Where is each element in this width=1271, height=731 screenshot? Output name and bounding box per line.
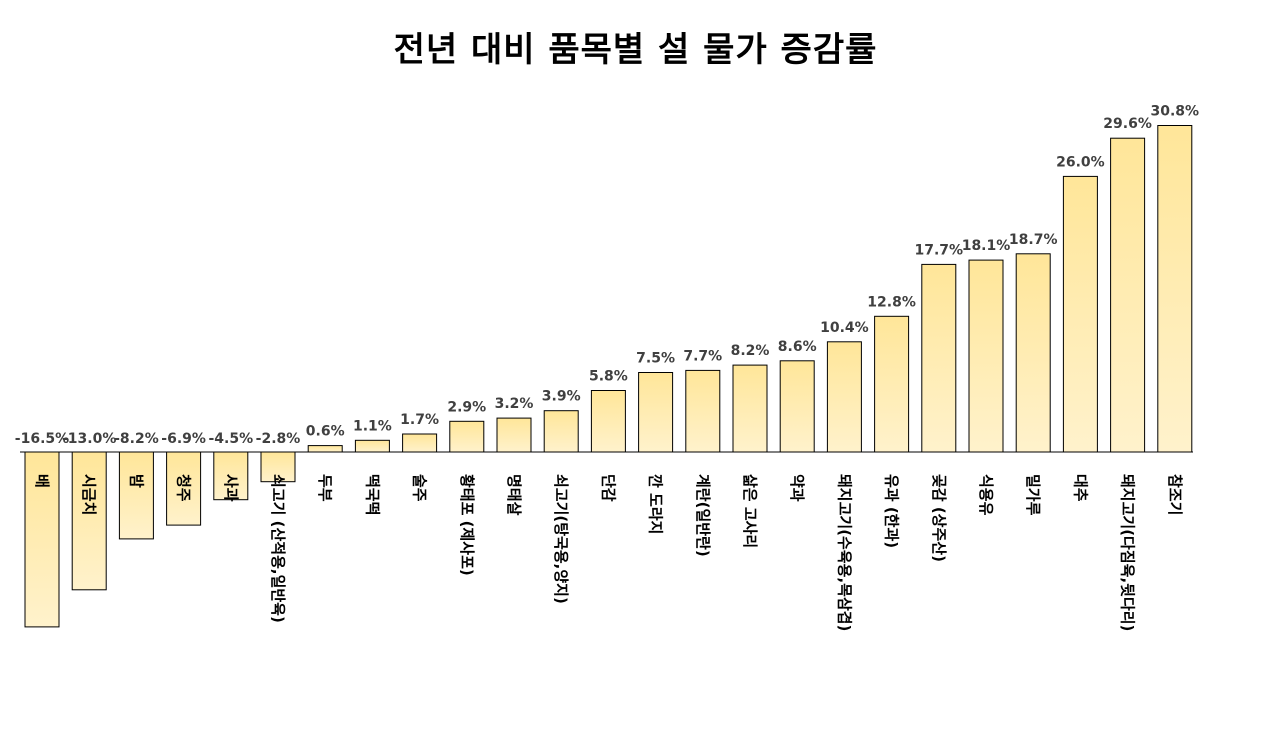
bar (449, 420, 485, 453)
category-label: 곶감 (상주산) (930, 474, 948, 562)
category-label: 참조기 (1166, 474, 1184, 515)
bar (968, 259, 1004, 453)
data-label: 10.4% (820, 320, 869, 336)
data-label: 18.7% (1009, 232, 1058, 248)
bar (213, 451, 249, 501)
category-label: 단감 (599, 474, 617, 502)
data-label: 29.6% (1103, 116, 1152, 132)
data-label: 3.2% (495, 396, 534, 412)
category-label: 사과 (222, 474, 240, 502)
data-label: 8.6% (778, 339, 817, 355)
category-label: 시금치 (80, 474, 98, 515)
category-label: 유과 (한과) (883, 474, 901, 548)
category-label: 두부 (316, 474, 334, 502)
bar (260, 451, 296, 483)
bar (685, 369, 721, 453)
data-label: -4.5% (208, 431, 253, 447)
bar (638, 372, 674, 453)
category-label: 깐 도라지 (647, 474, 665, 534)
category-label: 배 (33, 474, 51, 488)
category-label: 식용유 (977, 474, 995, 516)
category-label: 쇠고기(탕국용,양지) (552, 474, 570, 604)
data-label: 8.2% (731, 343, 770, 359)
data-label: 7.5% (636, 351, 675, 367)
data-label: -8.2% (114, 431, 159, 447)
category-label: 술주 (411, 474, 429, 502)
category-label: 밀가루 (1024, 474, 1042, 516)
category-label: 밤 (127, 474, 145, 488)
bar (166, 451, 202, 526)
data-label: 2.9% (447, 399, 486, 415)
bar (71, 451, 107, 591)
bar (590, 390, 626, 453)
bar (1062, 175, 1098, 453)
data-label: 30.8% (1151, 104, 1200, 120)
category-label: 명태살 (505, 474, 523, 516)
data-label: -13.0% (62, 431, 116, 447)
category-label: 대추 (1071, 474, 1089, 502)
bar (354, 439, 390, 453)
data-label: 7.7% (683, 348, 722, 364)
data-label: -6.9% (161, 431, 206, 447)
bar (921, 263, 957, 453)
data-label: 0.6% (306, 424, 345, 440)
category-label: 돼지고기(수육용,목삼겹) (835, 474, 853, 631)
data-label: 12.8% (867, 294, 916, 310)
data-label: -2.8% (256, 431, 301, 447)
category-label: 계란(일반란) (694, 474, 712, 557)
category-label: 청주 (175, 474, 193, 502)
data-label: 1.7% (400, 412, 439, 428)
bar (874, 315, 910, 453)
bar (543, 410, 579, 453)
bar (24, 451, 60, 628)
data-label: 3.9% (542, 389, 581, 405)
category-label: 삶은 고사리 (741, 474, 759, 548)
data-label: 18.1% (962, 238, 1011, 254)
bar (307, 445, 343, 453)
chart-title: 전년 대비 품목별 설 물가 증감률 (393, 30, 878, 70)
bar (826, 341, 862, 453)
category-label: 황태포 (제사포) (458, 474, 476, 576)
bar (496, 417, 532, 453)
bar (732, 364, 768, 453)
category-label: 쇠고기 (산적용,일반육) (269, 474, 287, 623)
category-label: 돼지고기(다짐육,뒷다리) (1119, 474, 1137, 631)
bar (1015, 253, 1051, 453)
bar (118, 451, 154, 540)
data-label: 5.8% (589, 369, 628, 385)
bar (1157, 125, 1193, 453)
data-label: -16.5% (15, 431, 69, 447)
data-label: 1.1% (353, 418, 392, 434)
bar (779, 360, 815, 453)
category-label: 떡국떡 (363, 474, 381, 515)
category-label: 약과 (788, 474, 806, 502)
data-label: 26.0% (1056, 154, 1105, 170)
bar (1110, 137, 1146, 453)
bar (402, 433, 438, 453)
data-label: 17.7% (915, 242, 964, 258)
